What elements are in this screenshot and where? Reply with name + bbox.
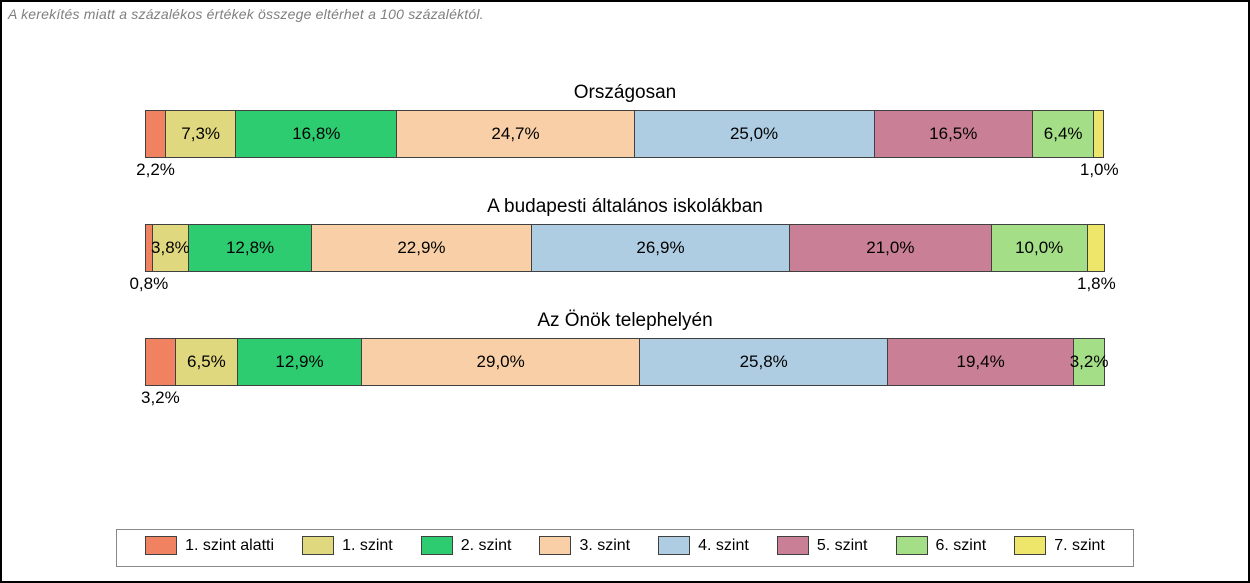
bar-segment: 7,3% xyxy=(166,110,236,158)
segment-label-below: 3,2% xyxy=(141,388,180,408)
bar-segment xyxy=(145,110,166,158)
bar-segment: 6,4% xyxy=(1033,110,1094,158)
bar-segment: 29,0% xyxy=(362,338,640,386)
legend-swatch xyxy=(777,536,809,555)
bar-wrapper: 7,3%16,8%24,7%25,0%16,5%6,4%2,2%1,0% xyxy=(145,110,1105,166)
stacked-bar: 7,3% 16,8% 24,7% 25,0% 16,5% 6,4% xyxy=(145,110,1105,158)
stacked-bar-chart: Az Önök telephelyén 6,5% 12,9% 29,0% 25,8% 19… xyxy=(2,310,1248,394)
segment-label: 12,9% xyxy=(275,352,323,372)
legend-label: 6. szint xyxy=(936,537,987,555)
bar-segment: 21,0% xyxy=(790,224,992,272)
segment-label: 3,2% xyxy=(1070,352,1109,372)
segment-label-below: 0,8% xyxy=(129,274,168,294)
bar-segment: 12,9% xyxy=(238,338,362,386)
legend-swatch xyxy=(1014,536,1046,555)
bar-segment: 3,8% xyxy=(153,224,189,272)
segment-label: 6,5% xyxy=(187,352,226,372)
bar-wrapper: 6,5% 12,9% 29,0% 25,8% 19,4% 3,2%3,2% xyxy=(145,338,1105,394)
legend-item: 4. szint xyxy=(658,536,749,555)
legend-swatch xyxy=(302,536,334,555)
legend-swatch xyxy=(539,536,571,555)
legend-item: 3. szint xyxy=(539,536,630,555)
segment-label: 12,8% xyxy=(226,238,274,258)
legend-label: 3. szint xyxy=(579,537,630,555)
segment-label: 25,0% xyxy=(730,124,778,144)
bar-segment: 10,0% xyxy=(992,224,1088,272)
legend-item: 2. szint xyxy=(421,536,512,555)
segment-label: 3,8% xyxy=(151,238,190,258)
segment-label: 24,7% xyxy=(491,124,539,144)
legend-label: 7. szint xyxy=(1054,537,1105,555)
bar-segment: 12,8% xyxy=(189,224,312,272)
legend-item: 1. szint alatti xyxy=(145,536,274,555)
bar-row: 7,3%16,8%24,7%25,0%16,5%6,4%2,2%1,0% xyxy=(2,110,1248,166)
stacked-bar-chart: A budapesti általános iskolákban 3,8% 12,8… xyxy=(2,196,1248,280)
segment-label: 6,4% xyxy=(1044,124,1083,144)
bar-wrapper: 3,8%12,8%22,9%26,9%21,0%10,0%0,8%1,8% xyxy=(145,224,1105,280)
bar-segment: 26,9% xyxy=(532,224,790,272)
bar-segment: 3,2% xyxy=(1074,338,1105,386)
bar-segment xyxy=(1088,224,1105,272)
bar-row: 3,8%12,8%22,9%26,9%21,0%10,0%0,8%1,8% xyxy=(2,224,1248,280)
segment-label: 10,0% xyxy=(1015,238,1063,258)
legend-swatch xyxy=(658,536,690,555)
chart-frame: A kerekítés miatt a százalékos értékek ö… xyxy=(0,0,1250,583)
segment-label: 7,3% xyxy=(181,124,220,144)
legend-label: 4. szint xyxy=(698,537,749,555)
bar-segment: 25,8% xyxy=(640,338,888,386)
segment-label: 22,9% xyxy=(397,238,445,258)
legend-swatch xyxy=(145,536,177,555)
bar-segment: 19,4% xyxy=(888,338,1074,386)
segment-label: 16,8% xyxy=(292,124,340,144)
legend-swatch xyxy=(896,536,928,555)
segment-label: 25,8% xyxy=(740,352,788,372)
bar-segment: 6,5% xyxy=(176,338,238,386)
charts-container: Országosan 7,3% 16,8% 24,7% 25,0% 16,5% 6,4% 2,… xyxy=(2,82,1248,394)
bar-segment: 16,5% xyxy=(875,110,1033,158)
legend-swatch xyxy=(421,536,453,555)
chart-caption: A kerekítés miatt a százalékos értékek ö… xyxy=(2,6,1248,22)
segment-label: 26,9% xyxy=(636,238,684,258)
segment-label: 19,4% xyxy=(957,352,1005,372)
legend-item: 7. szint xyxy=(1014,536,1105,555)
segment-label: 21,0% xyxy=(866,238,914,258)
chart-title: Országosan xyxy=(2,82,1248,104)
stacked-bar: 3,8% 12,8% 22,9% 26,9% 21,0% 10,0% xyxy=(145,224,1105,272)
segment-label-below: 2,2% xyxy=(136,160,175,180)
legend-item: 1. szint xyxy=(302,536,393,555)
chart-title: Az Önök telephelyén xyxy=(2,310,1248,332)
stacked-bar: 6,5% 12,9% 29,0% 25,8% 19,4% 3,2% xyxy=(145,338,1105,386)
legend-label: 1. szint xyxy=(342,537,393,555)
segment-label: 16,5% xyxy=(929,124,977,144)
legend-label: 2. szint xyxy=(461,537,512,555)
legend-box: 1. szint alatti 1. szint 2. szint 3. szint 4… xyxy=(116,529,1134,567)
bar-segment xyxy=(145,338,176,386)
bar-segment: 22,9% xyxy=(312,224,532,272)
bar-segment: 24,7% xyxy=(397,110,634,158)
legend-label: 1. szint alatti xyxy=(185,537,274,555)
bar-row: 6,5% 12,9% 29,0% 25,8% 19,4% 3,2%3,2% xyxy=(2,338,1248,394)
legend-label: 5. szint xyxy=(817,537,868,555)
legend-item: 6. szint xyxy=(896,536,987,555)
legend: 1. szint alatti 1. szint 2. szint 3. szint 4… xyxy=(2,529,1248,567)
segment-label-below: 1,0% xyxy=(1080,160,1119,180)
bar-segment xyxy=(1094,110,1104,158)
bar-segment: 16,8% xyxy=(236,110,397,158)
bar-segment: 25,0% xyxy=(635,110,875,158)
segment-label-below: 1,8% xyxy=(1077,274,1116,294)
segment-label: 29,0% xyxy=(477,352,525,372)
chart-title: A budapesti általános iskolákban xyxy=(2,196,1248,218)
legend-item: 5. szint xyxy=(777,536,868,555)
stacked-bar-chart: Országosan7,3%16,8%24,7%25,0%16,5%6,4%2,… xyxy=(2,82,1248,166)
